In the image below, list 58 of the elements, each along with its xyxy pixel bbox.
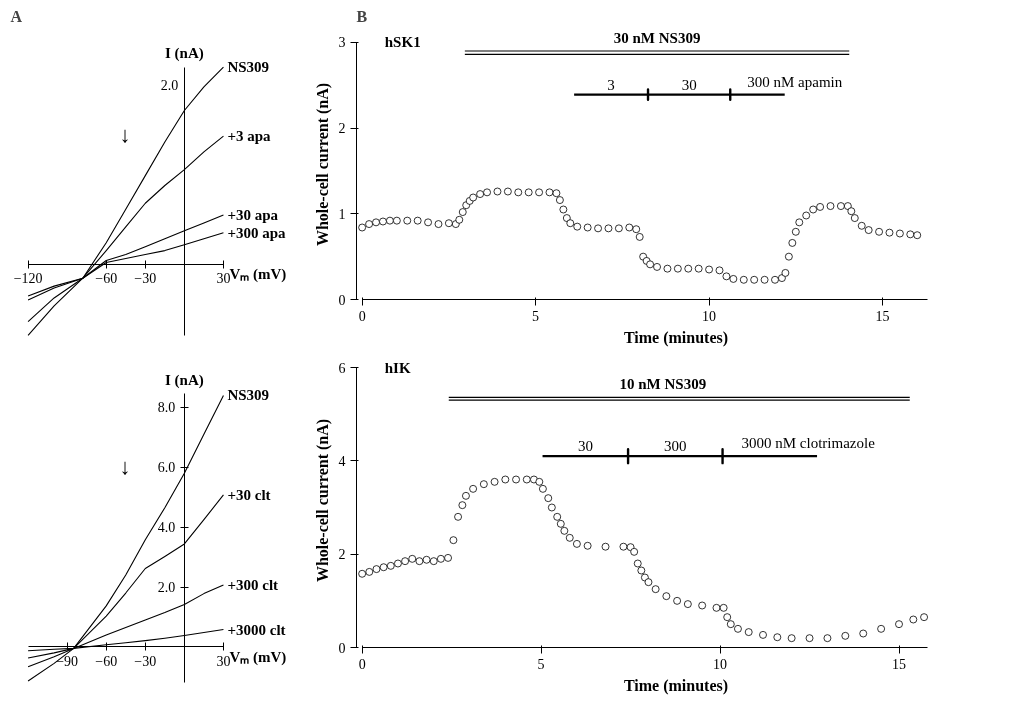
y-axis-title: Whole-cell current (nA) [313, 418, 332, 583]
series-label: +300 clt [227, 576, 279, 593]
annotation: 300 nM apamin [747, 73, 843, 90]
annotation: 300 [664, 438, 687, 455]
x-tick-label: 15 [875, 308, 890, 324]
x-tick-label: 30 [216, 271, 231, 287]
chart-title: A [10, 7, 23, 25]
x-tick-label: 15 [892, 656, 907, 672]
annotation: 3000 nM clotrimazole [741, 435, 876, 452]
annotation: ↓ [119, 453, 131, 479]
y-tick-label: 2.0 [157, 580, 176, 596]
x-tick-label: −30 [134, 271, 157, 287]
y-tick-label: 8.0 [157, 400, 176, 416]
annotation: 30 [681, 76, 697, 93]
y-axis-title: I (nA) [165, 371, 204, 389]
annotation: 30 [577, 438, 593, 455]
x-tick-label: −90 [56, 653, 79, 669]
y-tick-label: 6.0 [157, 460, 176, 476]
x-tick-label: 5 [532, 308, 540, 324]
annotation: 3 [607, 76, 615, 93]
x-tick-label: 10 [713, 656, 728, 672]
x-axis-title: Vₘ (mV) [229, 648, 287, 666]
x-tick-label: −120 [13, 271, 43, 287]
series-label: +30 apa [227, 207, 279, 224]
x-tick-label: 0 [358, 656, 366, 672]
y-axis-title: Whole-cell current (nA) [313, 82, 332, 247]
x-axis-title: Vₘ (mV) [229, 266, 287, 284]
series-label: +3000 clt [227, 621, 286, 638]
y-tick-label: 4 [338, 453, 346, 469]
series-label: +30 clt [227, 486, 271, 503]
x-tick-label: 30 [216, 653, 231, 669]
x-axis-title: Time (minutes) [623, 676, 729, 695]
x-tick-label: 10 [702, 308, 717, 324]
y-tick-label: 4.0 [157, 520, 176, 536]
x-tick-label: −30 [134, 653, 157, 669]
series-label: NS309 [227, 59, 270, 76]
y-tick-label: 1 [338, 206, 346, 222]
series-label: +300 apa [227, 224, 287, 241]
annotation: 10 nM NS309 [619, 376, 707, 393]
x-tick-label: 0 [358, 308, 366, 324]
y-tick-label: 2 [338, 121, 346, 137]
y-tick-label: 6 [338, 360, 346, 376]
annotation: hSK1 [384, 34, 421, 51]
y-tick-label: 3 [338, 35, 346, 51]
y-tick-label: 2 [338, 547, 346, 563]
series-label: +3 apa [227, 128, 272, 145]
y-tick-label: 0 [338, 640, 346, 656]
x-tick-label: 5 [537, 656, 545, 672]
y-axis-title: I (nA) [165, 45, 204, 63]
x-tick-label: −60 [95, 271, 118, 287]
annotation: ↓ [119, 121, 131, 147]
series-label: NS309 [227, 387, 270, 404]
x-tick-label: −60 [95, 653, 118, 669]
x-axis-title: Time (minutes) [623, 328, 729, 347]
annotation: 30 nM NS309 [613, 29, 701, 46]
y-tick-label: 0 [338, 292, 346, 308]
chart-title: B [356, 7, 368, 25]
annotation: hIK [384, 359, 411, 376]
